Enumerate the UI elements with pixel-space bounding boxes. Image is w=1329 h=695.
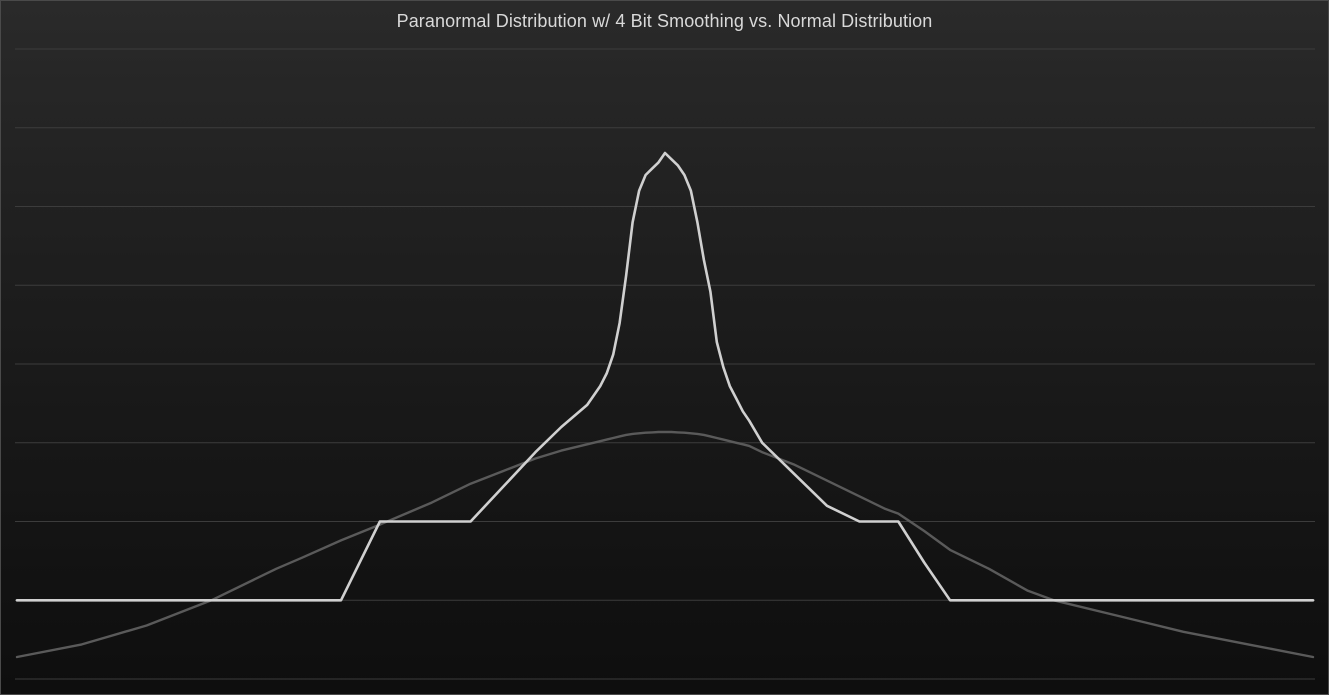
series-layer [15,151,1315,659]
gridlines [15,48,1315,680]
series-line-paranormal [15,151,1315,602]
chart-title: Paranormal Distribution w/ 4 Bit Smoothi… [396,11,933,31]
series-line-normal [15,430,1315,659]
